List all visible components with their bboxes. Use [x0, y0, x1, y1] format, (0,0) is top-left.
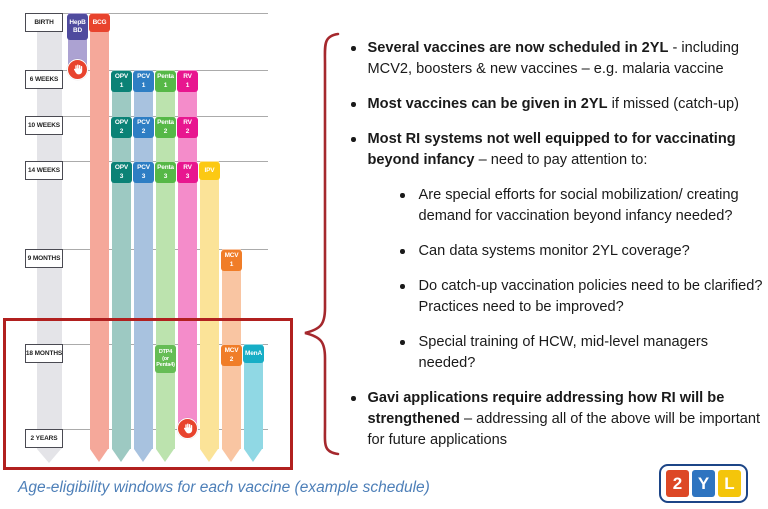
arrow-icon-pcv	[134, 449, 152, 462]
sub-bullet-item: Are special efforts for social mobilizat…	[400, 185, 768, 227]
chart-caption: Age-eligibility windows for each vaccine…	[18, 479, 430, 496]
sub-bullet-item: Can data systems monitor 2YL coverage?	[400, 241, 768, 262]
age-label-9-months: 9 MONTHS	[25, 249, 63, 268]
vaccine-label-pcv1: PCV 1	[133, 71, 154, 92]
age-label-14-weeks: 14 WEEKS	[25, 161, 63, 180]
arrow-icon-ipv	[200, 449, 218, 462]
vaccine-label-text: BCG	[92, 18, 107, 26]
age-label-6-weeks: 6 WEEKS	[25, 70, 63, 89]
vaccine-label-hepb-bd: HepB BD	[67, 14, 88, 40]
vaccine-label-mcv2: MCV 2	[221, 345, 242, 366]
ribbon-rv	[178, 70, 197, 429]
arrow-icon-mcv	[222, 449, 240, 462]
bullet-item: Gavi applications require addressing how…	[344, 388, 768, 451]
arrow-icon-opv	[112, 449, 130, 462]
bullet-panel: Several vaccines are now scheduled in 2Y…	[344, 38, 768, 465]
sub-bullet-item: Special training of HCW, mid-level manag…	[400, 332, 768, 374]
vaccine-label-rv3: RV 3	[177, 162, 198, 183]
vaccine-label-pcv2: PCV 2	[133, 117, 154, 138]
vaccine-label-text: BD	[73, 27, 82, 34]
vaccine-label-penta1: Penta 1	[155, 71, 176, 92]
arrow-icon-bcg	[90, 449, 108, 462]
2yl-logo: 2 Y L	[659, 464, 748, 503]
vaccine-label-dtp4: DTP4 (or Penta4)	[155, 345, 176, 373]
stop-hand-icon-rv	[177, 418, 198, 439]
raised-hand-glyph	[184, 423, 193, 434]
logo-tile-l: L	[718, 470, 741, 497]
vaccine-label-pcv3: PCV 3	[133, 162, 154, 183]
vaccine-label-ipv: IPV	[199, 162, 220, 180]
logo-tile-2: 2	[666, 470, 689, 497]
sub-bullet-item: Do catch-up vaccination policies need to…	[400, 276, 768, 318]
arrow-icon-penta	[156, 449, 174, 462]
bullet-dot-icon	[400, 193, 405, 198]
bullet-item: Most RI systems not well equipped to for…	[344, 129, 768, 171]
vaccine-label-penta2: Penta 2	[155, 117, 176, 138]
bullet-dot-icon	[400, 340, 405, 345]
logo-tile-y: Y	[692, 470, 715, 497]
vaccine-label-bcg: BCG	[89, 14, 110, 32]
vaccine-label-text: HepB	[69, 18, 86, 26]
age-label-10-weeks: 10 WEEKS	[25, 116, 63, 135]
vaccine-label-mena: MenA	[243, 345, 264, 363]
bullet-dot-icon	[400, 284, 405, 289]
vaccine-label-rv2: RV 2	[177, 117, 198, 138]
age-label-birth: BIRTH	[25, 13, 63, 32]
vaccine-label-rv1: RV 1	[177, 71, 198, 92]
bullet-item: Several vaccines are now scheduled in 2Y…	[344, 38, 768, 80]
vaccine-label-opv3: OPV 3	[111, 162, 132, 183]
stop-hand-icon-hepb	[67, 59, 88, 80]
age-label-2-years: 2 YEARS	[25, 429, 63, 448]
gridline-birth	[25, 13, 268, 14]
bullet-dot-icon	[351, 46, 356, 51]
raised-hand-glyph	[74, 64, 83, 75]
vaccine-label-mcv1: MCV 1	[221, 250, 242, 271]
ribbon-mena	[244, 344, 263, 449]
ribbon-ipv	[200, 161, 219, 449]
bullet-dot-icon	[351, 102, 356, 107]
age-axis-arrow-icon	[37, 449, 61, 463]
age-label-18-months: 18 MONTHS	[25, 344, 63, 363]
bullet-dot-icon	[400, 249, 405, 254]
ribbon-bcg	[90, 13, 109, 449]
arrow-icon-mena	[244, 449, 262, 462]
bullet-dot-icon	[351, 396, 356, 401]
vaccine-label-opv2: OPV 2	[111, 117, 132, 138]
vaccine-label-penta3: Penta 3	[155, 162, 176, 183]
2yl-highlight-box	[3, 318, 293, 470]
bullet-item: Most vaccines can be given in 2YL if mis…	[344, 94, 768, 115]
brace-icon	[304, 32, 340, 456]
vaccine-label-opv1: OPV 1	[111, 71, 132, 92]
bullet-dot-icon	[351, 137, 356, 142]
